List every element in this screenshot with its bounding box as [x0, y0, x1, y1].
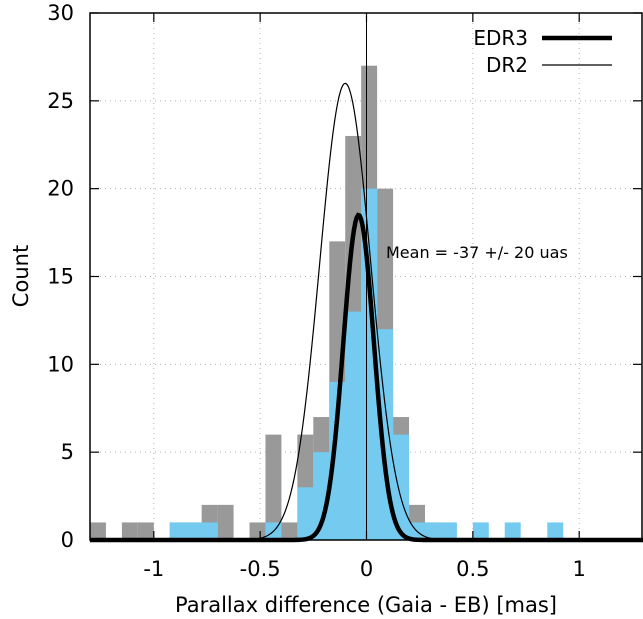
edr3-bar	[440, 522, 457, 540]
edr3-bar	[547, 522, 564, 540]
y-tick-label: 20	[47, 177, 74, 201]
dr2-bar	[217, 504, 234, 540]
y-tick-label: 10	[47, 352, 74, 376]
dr2-bar	[121, 522, 138, 540]
ticks	[90, 12, 642, 541]
edr3-bar	[424, 522, 441, 540]
x-tick-label: 0.5	[456, 557, 489, 581]
edr3-bar	[361, 188, 378, 540]
edr3-bar	[329, 381, 346, 540]
y-tick-label: 25	[47, 89, 74, 113]
dr2-bar	[90, 522, 106, 540]
y-tick-label: 5	[61, 440, 74, 464]
edr3-bar	[185, 522, 202, 540]
edr3-bar	[393, 434, 410, 540]
y-tick-label: 30	[47, 1, 74, 25]
annotation: Mean = -37 +/- 20 uas	[386, 243, 568, 262]
edr3-bar	[504, 522, 521, 540]
y-axis-label: Count	[9, 245, 33, 307]
dr2-bar	[249, 522, 266, 540]
legend-label-edr3: EDR3	[473, 26, 528, 50]
edr3-bar	[297, 487, 314, 540]
x-axis-label: Parallax difference (Gaia - EB) [mas]	[175, 593, 557, 617]
dr2-bar	[265, 434, 282, 540]
dr2-bar	[281, 522, 298, 540]
edr3-bar	[201, 522, 218, 540]
y-tick-label: 15	[47, 265, 74, 289]
x-tick-label: -1	[143, 557, 164, 581]
x-tick-label: 1	[573, 557, 586, 581]
dr2-bar	[137, 522, 154, 540]
legend-label-dr2: DR2	[486, 53, 528, 77]
x-tick-label: -0.5	[240, 557, 281, 581]
x-tick-label: 0	[360, 557, 373, 581]
y-tick-label: 0	[61, 528, 74, 552]
legend: EDR3 DR2	[473, 26, 612, 77]
edr3-bar	[472, 522, 489, 540]
edr3-bar	[345, 311, 362, 540]
edr3-bar	[169, 522, 186, 540]
